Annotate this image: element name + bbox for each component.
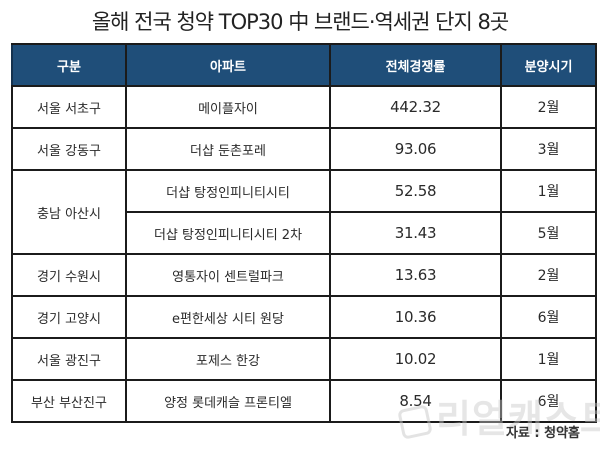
competition-rate-cell: 8.54 (329, 379, 502, 423)
header-region: 구분 (11, 43, 127, 87)
page-title: 올해 전국 청약 TOP30 中 브랜드·역세권 단지 8곳 (91, 10, 509, 34)
sale-month-cell: 6월 (500, 379, 597, 423)
table-row: 서울 강동구 더샵 둔촌포레 93.06 3월 (11, 127, 597, 171)
region-cell-merged: 충남 아산시 (11, 169, 127, 255)
apartment-cell: 더샵 둔촌포레 (125, 127, 331, 171)
table-row: 서울 서초구 메이플자이 442.32 2월 (11, 85, 597, 129)
apartment-cell: e편한세상 시티 원당 (125, 295, 331, 339)
apartment-cell: 더샵 탕정인피니티시티 (125, 169, 331, 213)
apartment-cell: 메이플자이 (125, 85, 331, 129)
competition-rate-cell: 10.02 (329, 337, 502, 381)
apartment-cell: 더샵 탕정인피니티시티 2차 (125, 211, 331, 255)
header-apartment: 아파트 (125, 43, 331, 87)
sale-month-cell: 6월 (500, 295, 597, 339)
header-sale-month: 분양시기 (500, 43, 597, 87)
region-cell: 부산 부산진구 (11, 379, 127, 423)
table-header-row: 구분 아파트 전체경쟁률 분양시기 (11, 43, 597, 87)
competition-rate-cell: 52.58 (329, 169, 502, 213)
sale-month-cell: 3월 (500, 127, 597, 171)
apartment-cell: 영통자이 센트럴파크 (125, 253, 331, 297)
table-row: 부산 부산진구 양정 롯데캐슬 프론티엘 8.54 6월 (11, 379, 597, 423)
sale-month-cell: 1월 (500, 169, 597, 213)
table-row: 경기 고양시 e편한세상 시티 원당 10.36 6월 (11, 295, 597, 339)
region-cell: 경기 수원시 (11, 253, 127, 297)
apartment-cell: 양정 롯데캐슬 프론티엘 (125, 379, 331, 423)
sale-month-cell: 2월 (500, 85, 597, 129)
table-row: 서울 광진구 포제스 한강 10.02 1월 (11, 337, 597, 381)
sale-month-cell: 5월 (500, 211, 597, 255)
header-competition-rate: 전체경쟁률 (329, 43, 502, 87)
region-cell: 서울 서초구 (11, 85, 127, 129)
competition-rate-cell: 13.63 (329, 253, 502, 297)
table-row: 경기 수원시 영통자이 센트럴파크 13.63 2월 (11, 253, 597, 297)
competition-table: 구분 아파트 전체경쟁률 분양시기 서울 서초구 메이플자이 442.32 2월… (11, 43, 597, 423)
table-row: 더샵 탕정인피니티시티 2차 31.43 5월 (12, 211, 597, 255)
competition-rate-cell: 93.06 (329, 127, 502, 171)
competition-rate-cell: 442.32 (329, 85, 502, 129)
region-cell: 서울 강동구 (11, 127, 127, 171)
competition-rate-cell: 31.43 (329, 211, 502, 255)
source-note: 자료 : 청약홈 (505, 426, 580, 441)
table-row: 충남 아산시 더샵 탕정인피니티시티 52.58 1월 (11, 169, 597, 255)
region-cell: 서울 광진구 (11, 337, 127, 381)
sale-month-cell: 1월 (500, 337, 597, 381)
region-cell: 경기 고양시 (11, 295, 127, 339)
sale-month-cell: 2월 (500, 253, 597, 297)
competition-rate-cell: 10.36 (329, 295, 502, 339)
apartment-cell: 포제스 한강 (125, 337, 331, 381)
